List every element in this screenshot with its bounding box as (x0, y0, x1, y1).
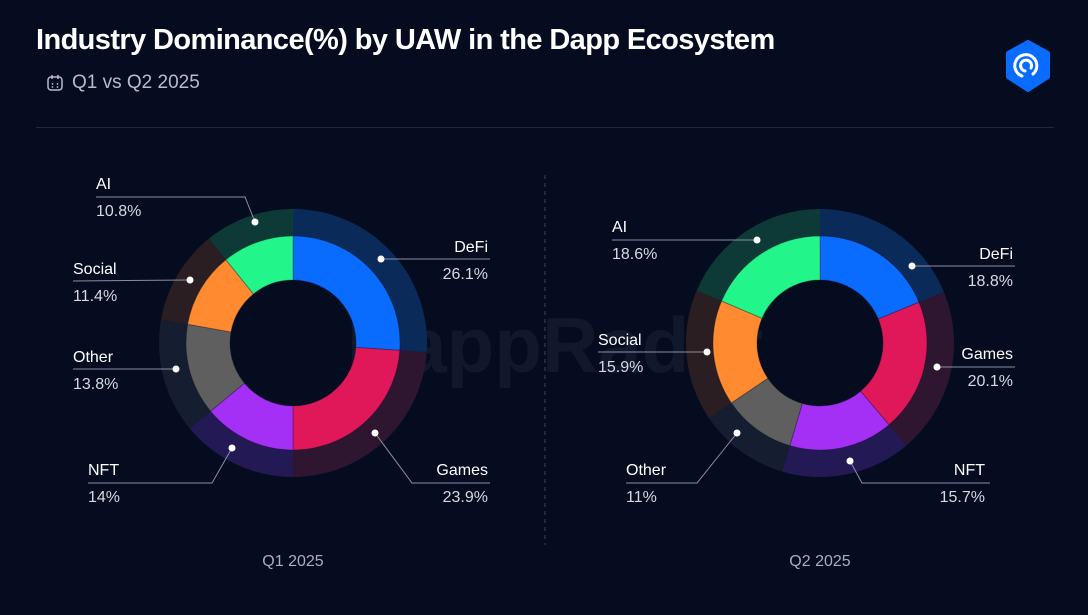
leader-dot (703, 348, 711, 356)
leader-line-nft (849, 460, 990, 484)
category-label: Games (436, 462, 488, 479)
leader-dot (377, 255, 385, 263)
chart-caption: Q1 2025 (262, 553, 323, 570)
leader-dot (371, 429, 379, 437)
chart-subtitle: Q1 vs Q2 2025 (46, 72, 200, 94)
slice-defi[interactable] (292, 235, 401, 351)
outer-ring-defi (820, 209, 944, 303)
category-label: DeFi (454, 239, 488, 256)
value-label: 11.4% (73, 288, 117, 305)
category-label: Social (598, 332, 642, 349)
category-label: NFT (954, 462, 985, 479)
leader-line-nft (88, 447, 233, 484)
slice-nft[interactable] (789, 390, 890, 451)
value-label: 14% (88, 489, 120, 506)
outer-ring-social (161, 238, 226, 325)
value-label: 10.8% (96, 203, 141, 220)
category-label: Other (73, 349, 114, 366)
leader-line-ai (96, 196, 256, 223)
slice-social[interactable] (712, 300, 769, 404)
leader-dot (933, 363, 941, 371)
slice-ai[interactable] (225, 235, 294, 295)
value-label: 23.9% (443, 489, 488, 506)
leader-dot (228, 444, 236, 452)
leader-dot (753, 236, 761, 244)
value-label: 15.7% (940, 489, 985, 506)
value-label: 26.1% (443, 266, 488, 283)
slice-social[interactable] (187, 259, 255, 333)
category-label: Games (961, 346, 1013, 363)
outer-ring-other (709, 402, 790, 472)
subtitle-text: Q1 vs Q2 2025 (72, 72, 200, 93)
leader-dot (172, 365, 180, 373)
leader-dot (733, 429, 741, 437)
value-label: 13.8% (73, 376, 118, 393)
donut-chart-1: DeFi 26.1% Games 23.9% NFT 14% Other 13.8% Socia… (72, 176, 490, 570)
category-label: AI (96, 176, 111, 193)
outer-ring-games (293, 350, 427, 477)
outer-ring-defi (293, 209, 427, 353)
leader-dot (908, 262, 916, 270)
category-label: Social (73, 261, 117, 278)
outer-ring-other (158, 319, 211, 429)
outer-ring-nft (782, 424, 907, 477)
value-label: 15.9% (598, 359, 643, 376)
calendar-icon (47, 75, 63, 91)
slice-ai[interactable] (720, 235, 821, 319)
slice-games[interactable] (859, 301, 928, 426)
leader-dot (186, 276, 194, 284)
leader-dot (251, 218, 259, 226)
leader-line-other (626, 432, 738, 484)
outer-ring-ai (208, 209, 293, 260)
leader-dot (846, 457, 854, 465)
slice-other[interactable] (185, 323, 246, 412)
value-label: 20.1% (968, 373, 1013, 390)
value-label: 18.8% (968, 273, 1013, 290)
category-label: Other (626, 462, 667, 479)
value-label: 18.6% (612, 246, 657, 263)
donut-chart-2: DeFi 18.8% Games 20.1% NFT 15.7% Other 11% Socia… (598, 209, 1015, 570)
category-label: DeFi (979, 246, 1013, 263)
category-label: AI (612, 219, 627, 236)
header-divider (36, 127, 1054, 128)
outer-ring-nft (189, 411, 293, 477)
leader-line-social (72, 279, 191, 282)
dappradar-logo (1006, 40, 1050, 92)
chart-caption: Q2 2025 (789, 553, 850, 570)
outer-ring-games (888, 291, 954, 446)
chart-title: Industry Dominance(%) by UAW in the Dapp… (36, 24, 775, 56)
leader-line-games (374, 432, 490, 484)
slice-defi[interactable] (819, 235, 920, 320)
outer-ring-ai (696, 209, 820, 302)
slice-games[interactable] (292, 346, 401, 451)
category-label: NFT (88, 462, 119, 479)
value-label: 11% (626, 489, 657, 506)
